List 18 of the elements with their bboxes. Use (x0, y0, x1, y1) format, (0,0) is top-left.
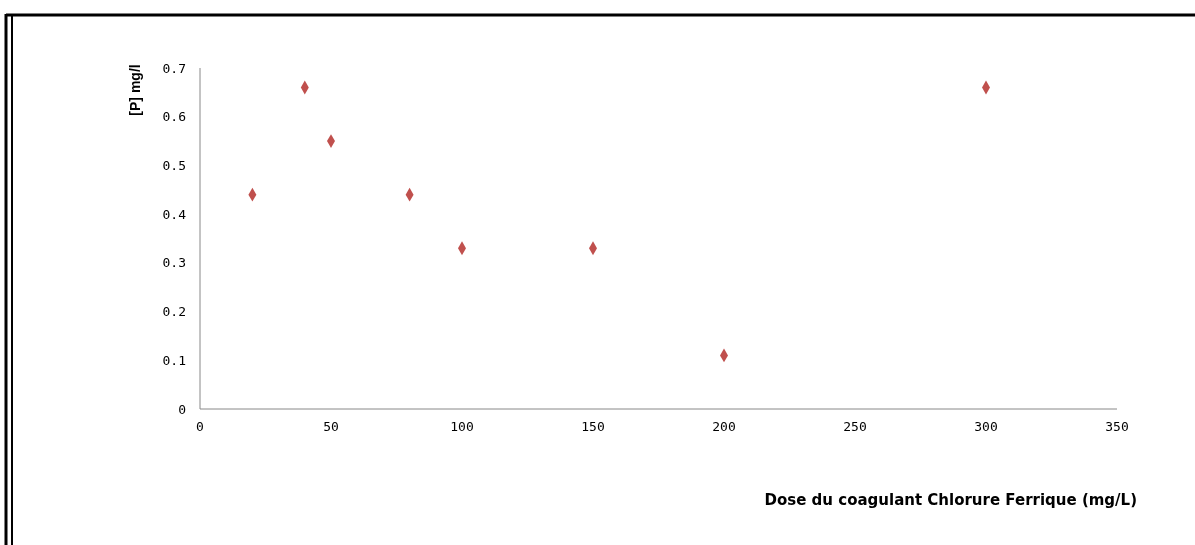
x-tick-label: 150 (581, 419, 605, 434)
x-tick-label: 350 (1105, 419, 1129, 434)
y-tick-label: 0.5 (162, 157, 186, 173)
y-axis-title: [P] mg/l (127, 64, 143, 116)
y-tick-label: 0 (178, 401, 186, 417)
x-tick-label: 50 (323, 419, 339, 434)
x-tick-label: 0 (196, 419, 204, 434)
y-tick-label: 0.3 (162, 255, 186, 271)
x-tick-label: 250 (843, 419, 867, 434)
x-tick-label: 200 (712, 419, 736, 434)
x-tick-label: 100 (450, 419, 474, 434)
y-tick-label: 0.4 (162, 206, 187, 222)
y-tick-label: 0.1 (162, 352, 186, 368)
y-tick-label: 0.2 (162, 304, 186, 320)
x-axis-title: Dose du coagulant Chlorure Ferrique (mg/L) (764, 491, 1137, 509)
y-tick-label: 0.6 (162, 109, 186, 125)
x-tick-label: 300 (974, 419, 998, 434)
y-tick-label: 0.7 (162, 60, 186, 76)
